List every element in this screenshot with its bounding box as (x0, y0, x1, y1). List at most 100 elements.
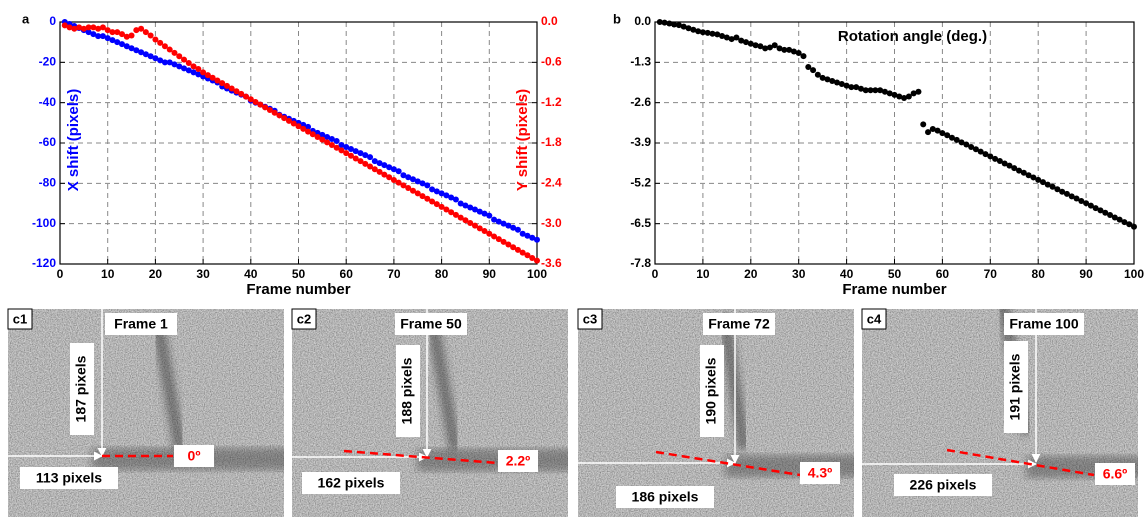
x-tick-label: 50 (888, 267, 902, 281)
x-axis-title: Frame number (246, 281, 350, 298)
data-point (257, 101, 264, 108)
x-tick-label: 90 (1079, 267, 1093, 281)
data-point (376, 160, 383, 167)
plot-frame (59, 21, 538, 265)
data-point (414, 190, 421, 197)
data-point (752, 42, 759, 49)
image-panel: c1 Frame 1 187 pixels 0º 113 pixels (7, 308, 284, 517)
data-point (424, 195, 431, 202)
data-point (1083, 200, 1090, 207)
x-tick-label: 90 (483, 267, 497, 281)
data-point (448, 209, 455, 216)
data-point (500, 238, 507, 245)
y2-tick-label: -3.6 (541, 256, 562, 270)
data-point (109, 29, 116, 36)
frame-label: Frame 100 (1009, 316, 1078, 332)
angle-box (800, 462, 840, 484)
data-point (514, 246, 521, 253)
data-point (390, 176, 397, 183)
data-point (119, 41, 126, 48)
data-point (109, 37, 116, 44)
data-point (867, 87, 874, 94)
data-point (843, 82, 850, 89)
panel-label-box (7, 308, 33, 330)
data-point (190, 63, 197, 70)
data-point (305, 128, 312, 135)
panel-label-box (577, 308, 603, 330)
panel-letter: b (613, 11, 621, 26)
data-point (1001, 160, 1008, 167)
data-point (972, 146, 979, 153)
data-point (142, 29, 149, 36)
data-point (357, 158, 364, 165)
data-point (671, 21, 678, 28)
data-point (343, 144, 350, 151)
data-point (733, 34, 740, 41)
data-point (505, 241, 512, 248)
data-point (1131, 223, 1137, 230)
y-tick-label: -2.6 (630, 95, 651, 109)
data-point (838, 81, 845, 88)
frame-box (105, 313, 177, 335)
vertical-label-box (396, 345, 420, 437)
x-tick-label: 40 (244, 267, 258, 281)
x-tick-label: 30 (196, 267, 210, 281)
panel-letter: a (22, 11, 30, 26)
data-point (448, 194, 455, 201)
y2-tick-label: -1.2 (541, 95, 562, 109)
data-point (805, 63, 812, 70)
data-point (409, 187, 416, 194)
data-point (795, 50, 802, 57)
data-point (920, 121, 927, 128)
data-point (1107, 211, 1114, 218)
data-point (309, 131, 316, 138)
data-point (1011, 165, 1018, 172)
frame-label: Frame 50 (400, 316, 462, 332)
x-tick-label: 10 (101, 267, 115, 281)
data-point (367, 154, 374, 161)
data-point (963, 141, 970, 148)
panel-label: c2 (297, 311, 311, 326)
data-point (171, 49, 178, 56)
frame-box (1004, 313, 1084, 335)
horizontal-label: 113 pixels (36, 470, 102, 486)
data-point (405, 185, 412, 192)
x-tick-label: 70 (387, 267, 401, 281)
data-point (944, 132, 951, 139)
data-point (1054, 186, 1061, 193)
data-point (709, 30, 716, 37)
y2-tick-label: -3.0 (541, 216, 562, 230)
data-point (338, 142, 345, 149)
x-tick-label: 10 (696, 267, 710, 281)
data-point (486, 230, 493, 237)
data-point (386, 174, 393, 181)
data-point (438, 203, 445, 210)
chart: 0 10 20 30 40 50 60 70 80 90 100 0.0 -1.3 -2.6 -3.9 -5.… (613, 11, 1144, 298)
data-point (925, 129, 932, 136)
data-point (771, 42, 778, 49)
data-point (333, 137, 340, 144)
data-point (114, 39, 121, 46)
data-point (90, 24, 97, 31)
data-point (467, 219, 474, 226)
frame-label: Frame 1 (114, 316, 168, 332)
plot-frame (654, 21, 1135, 265)
data-point (757, 43, 764, 50)
data-point (223, 82, 230, 89)
data-point (409, 176, 416, 183)
x-tick-label: 30 (792, 267, 806, 281)
angle-label: 0º (188, 448, 201, 464)
data-point (66, 24, 73, 31)
y-tick-label: -100 (32, 216, 56, 230)
data-point (285, 117, 292, 124)
data-point (481, 228, 488, 235)
data-point (1006, 162, 1013, 169)
data-point (362, 152, 369, 159)
data-point (476, 208, 483, 215)
data-point (680, 23, 687, 30)
data-point (723, 34, 730, 41)
data-point (314, 133, 321, 140)
vertical-label: 191 pixels (1007, 353, 1023, 420)
data-point (181, 65, 188, 72)
data-point (95, 25, 102, 32)
